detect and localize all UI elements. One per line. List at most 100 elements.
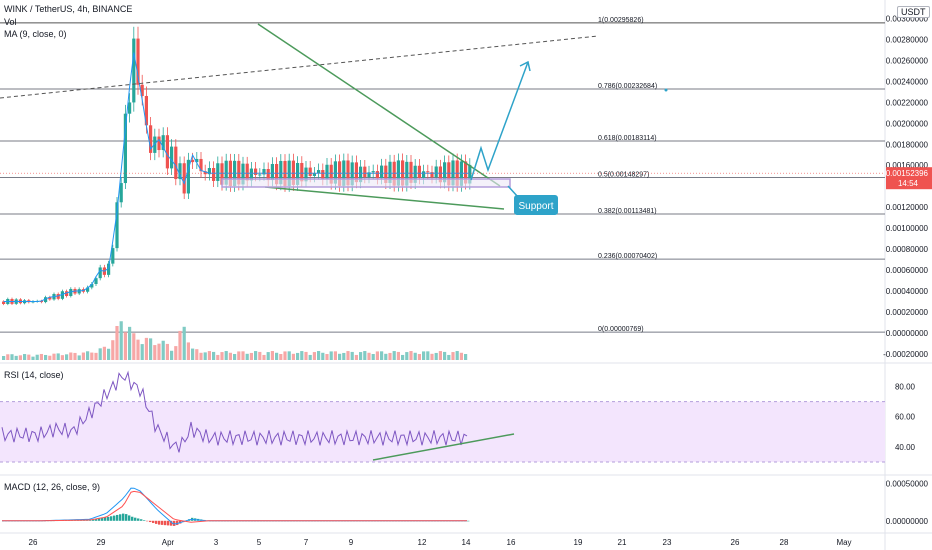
price-axis-tick: 0.00180000 bbox=[886, 140, 929, 149]
candle-body bbox=[182, 163, 186, 194]
candle-body bbox=[161, 135, 165, 151]
time-axis-tick: 23 bbox=[663, 538, 672, 547]
candle-body bbox=[140, 84, 144, 96]
macd-line bbox=[2, 487, 467, 525]
volume-bar bbox=[161, 340, 165, 360]
macd-histogram-bar bbox=[92, 519, 95, 521]
volume-bar bbox=[14, 355, 18, 360]
volume-bar bbox=[380, 351, 384, 360]
candle-body bbox=[426, 171, 430, 173]
candle-body bbox=[354, 162, 358, 183]
candle-body bbox=[153, 136, 157, 153]
candle-body bbox=[174, 146, 178, 180]
macd-histogram-bar bbox=[95, 519, 98, 521]
macd-histogram-bar bbox=[161, 520, 164, 525]
volume-bar bbox=[338, 353, 342, 360]
volume-bar bbox=[312, 352, 316, 360]
last-price-value: 0.00152396 bbox=[886, 169, 929, 178]
candle-body bbox=[86, 287, 90, 292]
candle-body bbox=[216, 163, 220, 181]
rsi-trendline bbox=[372, 433, 515, 461]
symbol-title[interactable]: WINK / TetherUS, 4h, BINANCE bbox=[4, 4, 133, 14]
macd-histogram-bar bbox=[164, 520, 167, 526]
volume-legend[interactable]: Vol bbox=[4, 17, 17, 27]
projection-arrow bbox=[470, 61, 529, 181]
volume-bar bbox=[291, 353, 295, 360]
candle-body bbox=[392, 161, 396, 186]
volume-bar bbox=[73, 352, 77, 360]
volume-bar bbox=[333, 351, 337, 360]
candle-body bbox=[262, 169, 266, 175]
dashed-trendline bbox=[0, 35, 599, 99]
support-label: Support bbox=[518, 201, 553, 212]
candle-body bbox=[388, 161, 392, 183]
volume-bar bbox=[52, 353, 56, 360]
candle-body bbox=[270, 163, 274, 181]
fibonacci-retracement: 1(0.00295826) 0.786(0.00232684) 0.618(0.00… bbox=[0, 17, 885, 333]
candle-body bbox=[56, 294, 60, 299]
volume-bar bbox=[228, 352, 232, 360]
volume-bar bbox=[329, 351, 333, 360]
volume-bar bbox=[123, 332, 127, 360]
macd-histogram-bar bbox=[140, 519, 143, 521]
time-axis-tick: May bbox=[836, 538, 851, 547]
time-axis-tick: 28 bbox=[780, 538, 789, 547]
candle-body bbox=[48, 297, 52, 300]
candle-body bbox=[304, 167, 308, 182]
volume-bar bbox=[245, 353, 249, 360]
price-axis-tick: 0.00100000 bbox=[886, 224, 929, 233]
volume-bar bbox=[396, 351, 400, 360]
volume-bar bbox=[157, 343, 161, 360]
volume-bar bbox=[371, 354, 375, 360]
rsi-axis-tick: 60.00 bbox=[895, 413, 916, 422]
volume-bar bbox=[224, 351, 228, 360]
volume-bar bbox=[102, 346, 106, 360]
time-axis-tick: 26 bbox=[29, 538, 38, 547]
volume-bar bbox=[31, 356, 35, 360]
support-zone bbox=[221, 178, 511, 188]
volume-bar bbox=[350, 351, 354, 360]
candle-body bbox=[317, 170, 321, 174]
macd-histogram-bar bbox=[101, 518, 104, 521]
candle-body bbox=[367, 172, 371, 178]
volume-bar bbox=[384, 353, 388, 360]
candle-body bbox=[115, 202, 119, 249]
candle-body bbox=[363, 166, 367, 178]
volume-bar bbox=[413, 352, 417, 360]
volume-bar bbox=[203, 352, 207, 360]
time-axis-tick: 29 bbox=[97, 538, 106, 547]
volume-bar bbox=[195, 349, 199, 360]
volume-bar bbox=[258, 351, 262, 360]
rsi-line bbox=[1, 370, 468, 453]
candle-body bbox=[300, 162, 304, 182]
macd-histogram-bar bbox=[146, 520, 149, 522]
candles bbox=[2, 26, 472, 306]
candle-body bbox=[443, 162, 447, 183]
volume-bar bbox=[44, 354, 48, 360]
volume-bar bbox=[283, 351, 287, 360]
volume-bar bbox=[237, 351, 241, 360]
volume-bar bbox=[434, 352, 438, 360]
rsi-legend[interactable]: RSI (14, close) bbox=[4, 370, 64, 380]
volume-bar bbox=[447, 354, 451, 360]
candle-body bbox=[94, 278, 98, 284]
price-axis-tick: 0.00000000 bbox=[886, 329, 929, 338]
candle-body bbox=[136, 38, 140, 85]
time-axis-tick: 14 bbox=[462, 538, 471, 547]
price-axis-tick: 0.00060000 bbox=[886, 266, 929, 275]
price-axis-tick: 0.00240000 bbox=[886, 77, 929, 86]
macd-axis-tick: 0.00000000 bbox=[886, 517, 929, 526]
signal-line bbox=[2, 490, 467, 523]
volume-bars bbox=[2, 321, 468, 360]
ma-legend[interactable]: MA (9, close, 0) bbox=[4, 29, 67, 39]
macd-legend[interactable]: MACD (12, 26, close, 9) bbox=[4, 482, 101, 492]
volume-bar bbox=[392, 351, 396, 360]
macd-histogram-bar bbox=[170, 520, 173, 526]
candle-body bbox=[65, 291, 69, 296]
volume-bar bbox=[186, 342, 190, 360]
candle-body bbox=[329, 164, 333, 184]
fib-level-label: 0.786(0.00232684) bbox=[598, 83, 657, 90]
volume-bar bbox=[287, 351, 291, 360]
currency-button[interactable]: USDT bbox=[897, 6, 930, 18]
